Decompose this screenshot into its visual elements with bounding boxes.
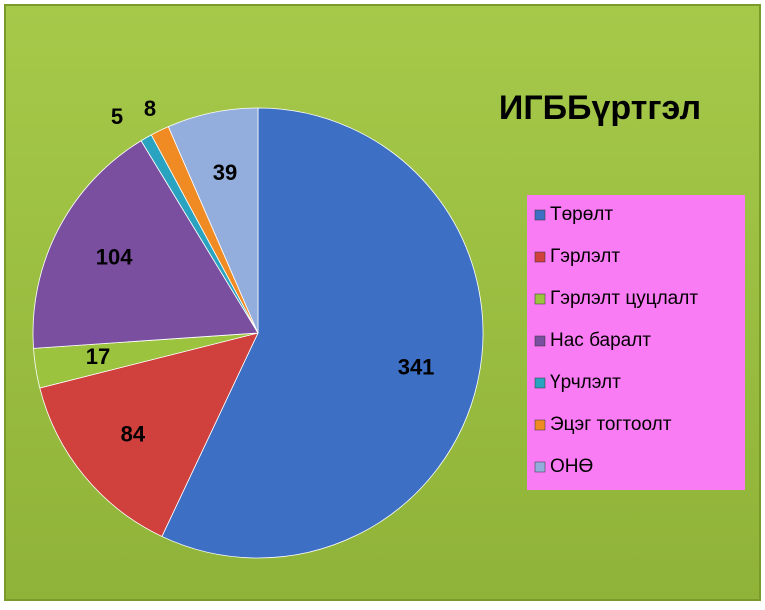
legend-label: Гэрлэлт цуцлалт: [550, 288, 698, 309]
pie-slice: [39, 332, 259, 537]
data-label: 5: [111, 104, 123, 129]
pie-slice: [167, 107, 259, 334]
legend-label: Үрчлэлт: [550, 372, 621, 393]
legend-label: Нас баралт: [550, 330, 651, 351]
legend-marker: [534, 335, 546, 347]
legend-label: Эцэг тогтоолт: [550, 414, 672, 435]
pie-slice: [161, 107, 484, 559]
legend-marker: [534, 377, 546, 389]
pie-slice: [32, 140, 259, 349]
legend-label: ОНӨ: [550, 456, 593, 477]
data-label: 104: [96, 244, 133, 269]
legend-marker: [534, 293, 546, 305]
legend-marker: [534, 209, 546, 221]
legend-marker: [534, 461, 546, 473]
chart-title: ИГББүртгэл: [499, 89, 701, 127]
legend-marker: [534, 419, 546, 431]
data-label: 84: [121, 422, 146, 447]
legend-label: Гэрлэлт: [550, 246, 620, 267]
legend-label: Төрөлт: [550, 204, 613, 225]
data-label: 341: [398, 354, 435, 379]
legend-marker: [534, 251, 546, 263]
legend-box: [527, 195, 745, 490]
data-label: 39: [213, 160, 237, 185]
data-label: 8: [144, 96, 156, 121]
data-label: 17: [86, 344, 110, 369]
